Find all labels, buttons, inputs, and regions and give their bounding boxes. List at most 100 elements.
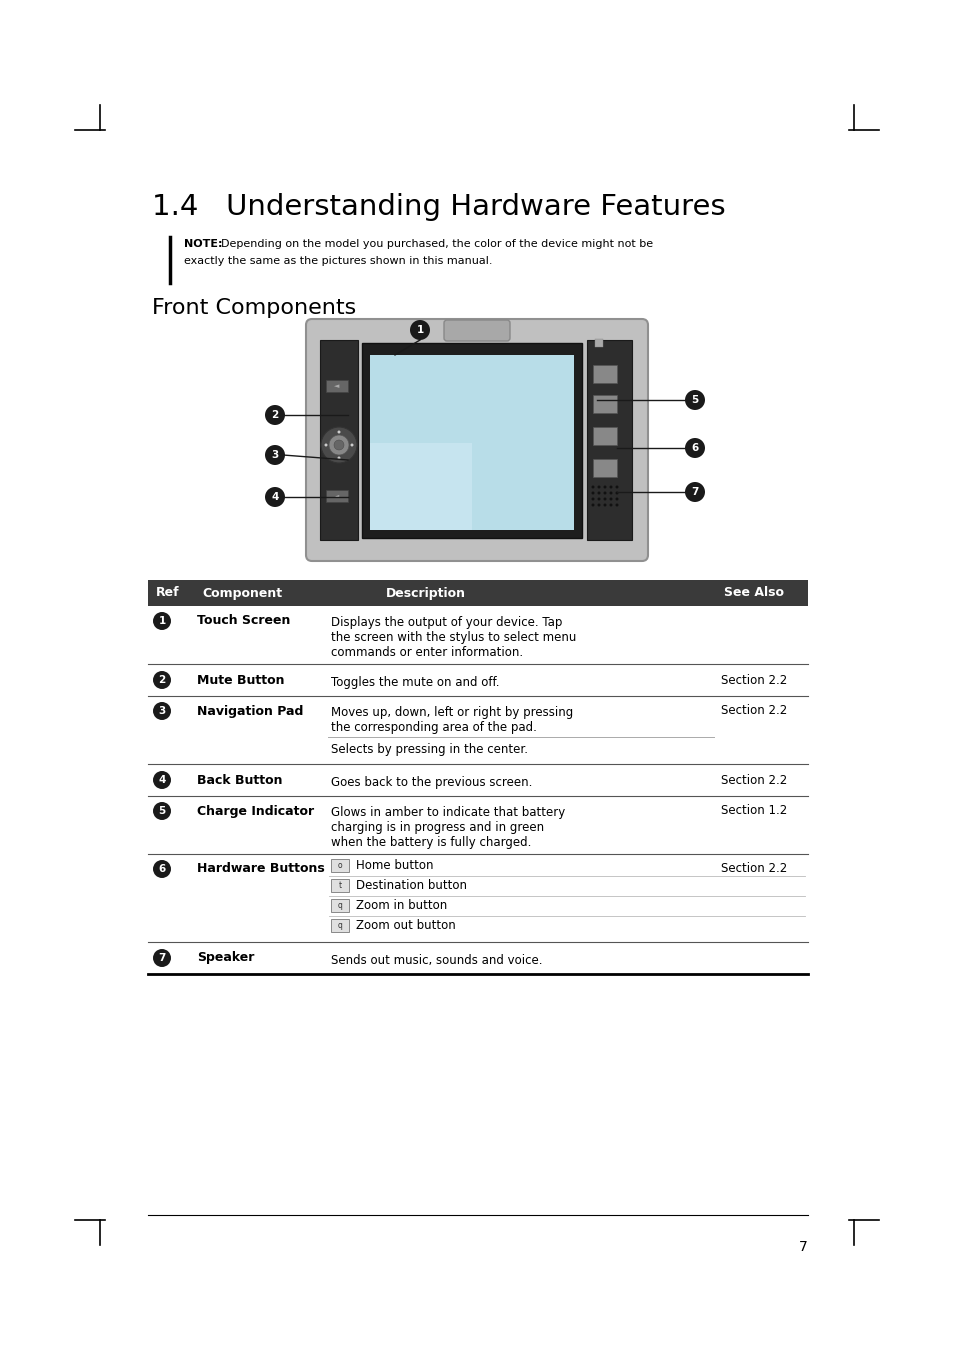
Text: 1: 1	[416, 326, 423, 335]
Circle shape	[603, 485, 606, 489]
Text: the corresponding area of the pad.: the corresponding area of the pad.	[331, 721, 537, 734]
Text: o: o	[337, 861, 342, 870]
Text: Zoom out button: Zoom out button	[355, 919, 456, 932]
Circle shape	[152, 612, 171, 630]
Text: Navigation Pad: Navigation Pad	[196, 704, 303, 717]
Text: Selects by pressing in the center.: Selects by pressing in the center.	[331, 743, 527, 757]
Circle shape	[684, 390, 704, 409]
Circle shape	[609, 497, 612, 500]
Text: ◄: ◄	[335, 493, 338, 499]
Circle shape	[152, 703, 171, 720]
Circle shape	[603, 497, 606, 500]
Circle shape	[324, 443, 327, 446]
Text: the screen with the stylus to select menu: the screen with the stylus to select men…	[331, 631, 576, 644]
Bar	[361, 343, 581, 538]
Circle shape	[609, 485, 612, 489]
Text: 5: 5	[158, 807, 166, 816]
Text: Section 2.2: Section 2.2	[720, 862, 786, 875]
Circle shape	[609, 504, 612, 507]
Bar	[148, 607, 807, 663]
Circle shape	[334, 440, 344, 450]
Circle shape	[615, 497, 618, 500]
Circle shape	[329, 435, 349, 455]
Bar	[595, 339, 602, 347]
Text: Section 2.2: Section 2.2	[720, 704, 786, 717]
Circle shape	[265, 405, 285, 426]
Bar	[148, 796, 807, 854]
Bar	[593, 365, 617, 382]
Text: q: q	[337, 921, 342, 929]
Text: 7: 7	[691, 486, 698, 497]
Text: exactly the same as the pictures shown in this manual.: exactly the same as the pictures shown i…	[184, 255, 492, 266]
Text: See Also: See Also	[723, 586, 783, 600]
Text: q: q	[337, 901, 342, 911]
Circle shape	[591, 485, 594, 489]
FancyBboxPatch shape	[306, 319, 647, 561]
Bar	[586, 340, 631, 540]
Circle shape	[320, 427, 356, 463]
Bar	[593, 459, 617, 477]
Bar	[593, 394, 617, 413]
Text: 2: 2	[271, 409, 278, 420]
Circle shape	[684, 438, 704, 458]
Bar	[331, 898, 349, 912]
Text: charging is in progress and in green: charging is in progress and in green	[331, 821, 543, 834]
Text: Description: Description	[386, 586, 465, 600]
Text: Displays the output of your device. Tap: Displays the output of your device. Tap	[331, 616, 561, 630]
Circle shape	[152, 861, 171, 878]
Circle shape	[152, 671, 171, 689]
Circle shape	[603, 492, 606, 494]
Circle shape	[684, 482, 704, 503]
Bar	[326, 490, 348, 503]
Circle shape	[265, 444, 285, 465]
Text: Speaker: Speaker	[196, 951, 254, 965]
Text: Back Button: Back Button	[196, 774, 282, 786]
Text: Front Components: Front Components	[152, 299, 355, 317]
Text: 2: 2	[158, 676, 166, 685]
Bar	[148, 580, 807, 607]
Bar	[148, 942, 807, 974]
Circle shape	[337, 431, 340, 434]
Text: Component: Component	[202, 586, 282, 600]
Circle shape	[597, 497, 599, 500]
Bar	[331, 880, 349, 892]
Text: 4: 4	[271, 492, 278, 503]
Circle shape	[615, 492, 618, 494]
Circle shape	[609, 492, 612, 494]
Text: 5: 5	[691, 394, 698, 405]
Circle shape	[350, 443, 354, 446]
Text: commands or enter information.: commands or enter information.	[331, 646, 522, 659]
Circle shape	[591, 492, 594, 494]
Circle shape	[615, 485, 618, 489]
Text: 7: 7	[158, 952, 166, 963]
Bar	[326, 380, 348, 392]
Bar	[148, 696, 807, 765]
Text: Mute Button: Mute Button	[196, 674, 284, 686]
Text: NOTE:: NOTE:	[184, 239, 226, 249]
Circle shape	[597, 492, 599, 494]
Text: Zoom in button: Zoom in button	[355, 898, 447, 912]
Text: 6: 6	[158, 865, 166, 874]
Text: Depending on the model you purchased, the color of the device might not be: Depending on the model you purchased, th…	[221, 239, 653, 249]
Circle shape	[591, 497, 594, 500]
Text: Section 2.2: Section 2.2	[720, 674, 786, 686]
Text: Section 1.2: Section 1.2	[720, 804, 786, 817]
Bar	[331, 859, 349, 871]
Circle shape	[591, 504, 594, 507]
Circle shape	[337, 457, 340, 459]
Text: Toggles the mute on and off.: Toggles the mute on and off.	[331, 676, 499, 689]
Text: t: t	[338, 881, 341, 890]
Text: Glows in amber to indicate that battery: Glows in amber to indicate that battery	[331, 807, 565, 819]
Bar	[331, 919, 349, 932]
Text: 3: 3	[271, 450, 278, 459]
Text: 1.4   Understanding Hardware Features: 1.4 Understanding Hardware Features	[152, 193, 725, 222]
Text: Sends out music, sounds and voice.: Sends out music, sounds and voice.	[331, 954, 542, 967]
Text: Ref: Ref	[156, 586, 179, 600]
Circle shape	[152, 771, 171, 789]
Text: 3: 3	[158, 707, 166, 716]
Bar	[148, 854, 807, 942]
Text: 7: 7	[799, 1240, 807, 1254]
Text: 6: 6	[691, 443, 698, 453]
Text: Hardware Buttons: Hardware Buttons	[196, 862, 324, 875]
Circle shape	[152, 802, 171, 820]
